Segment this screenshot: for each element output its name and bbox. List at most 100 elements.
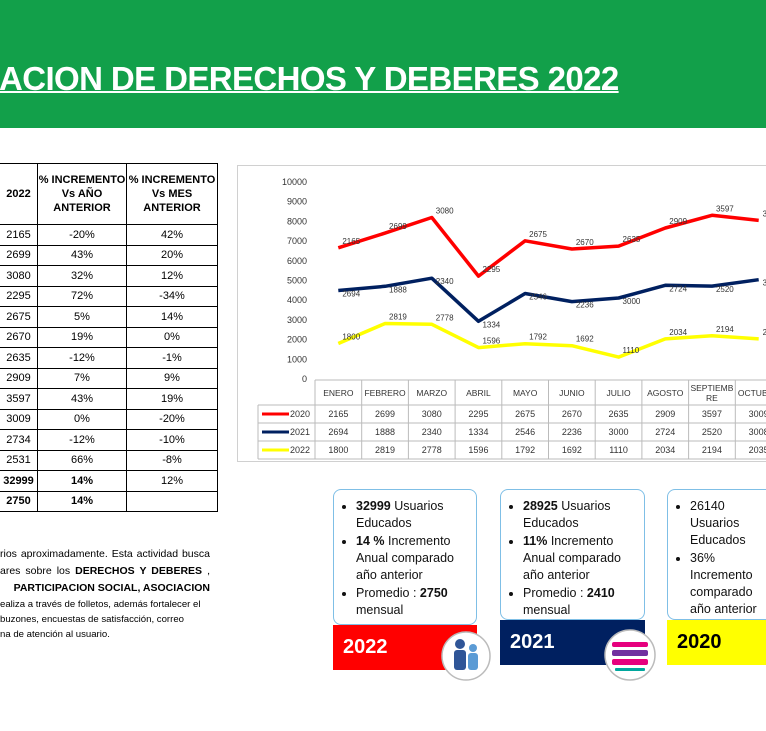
table-value: 2670: [562, 409, 582, 419]
table-cell: 2670: [0, 326, 38, 348]
category-cell: JUNIO: [559, 387, 585, 398]
table-cell: 19%: [37, 326, 127, 348]
table-cell: 2750: [0, 490, 38, 512]
header-banner: ACION DE DERECHOS Y DEBERES 2022: [0, 0, 766, 128]
table-value: 1110: [609, 445, 628, 455]
y-tick-label: 6000: [287, 256, 307, 266]
table-row: 2295 72% -34%: [0, 285, 218, 307]
card-item: 32999 Usuarios Educados: [356, 498, 472, 532]
table-value: 2340: [422, 427, 442, 437]
series-line: [337, 213, 759, 278]
table-value: 2194: [702, 445, 722, 455]
slide-title: ACION DE DERECHOS Y DEBERES 2022: [0, 60, 619, 97]
table-cell: 2699: [0, 244, 38, 266]
table-value: 1334: [468, 427, 488, 437]
x-tick-label: JUNIO: [559, 387, 585, 398]
card-item: Promedio : 2750 mensual: [356, 585, 472, 619]
table-cell-empty: [126, 490, 218, 512]
table-cell: 14%: [126, 306, 218, 328]
table-cell: 19%: [126, 388, 218, 410]
data-label: 2340: [436, 277, 454, 286]
table-value: 2165: [328, 409, 348, 419]
table-value: 2034: [655, 445, 675, 455]
table-cell: 2165: [0, 224, 38, 246]
data-label: 2520: [716, 285, 734, 294]
data-label: 2165: [342, 237, 360, 246]
card-item: 26140 Usuarios Educados: [690, 498, 766, 549]
table-cell: 12%: [126, 265, 218, 287]
table-row: 2699 43% 20%: [0, 244, 218, 266]
table-cell: 66%: [37, 449, 127, 471]
table-cell: 7%: [37, 367, 127, 389]
category-cell: JULIO: [606, 388, 630, 398]
table-cell: 0%: [37, 408, 127, 430]
table-row: 2635 -12% -1%: [0, 347, 218, 369]
data-label: 3597: [716, 204, 734, 213]
table-value: 2694: [328, 427, 348, 437]
table-value: 2520: [702, 427, 722, 437]
card-text: Usuarios Educados: [356, 499, 444, 530]
table-value: 2909: [655, 409, 675, 419]
category-cell: ABRIL: [466, 388, 491, 398]
x-tick-label: MARZO: [416, 387, 448, 398]
table-cell: 2909: [0, 367, 38, 389]
table-cell: -12%: [37, 347, 127, 369]
table-cell: -12%: [37, 429, 127, 451]
table-cell: 43%: [37, 388, 127, 410]
table-cell: 5%: [37, 306, 127, 328]
card-text: 2410: [586, 586, 615, 600]
stats-table: 2022% INCREMENTO Vs AÑO ANTERIOR% INCREM…: [0, 163, 218, 512]
note-text: rios aproximadamente. Esta actividad bus…: [0, 548, 210, 560]
card-item: 36% Incremento comparado año anterior: [690, 550, 766, 618]
card-text: 26140 Usuarios Educados: [690, 499, 746, 547]
table-value: 2635: [609, 409, 629, 419]
y-tick-label: 9000: [287, 197, 307, 207]
table-cell: 2635: [0, 347, 38, 369]
table-cell: 3597: [0, 388, 38, 410]
table-row: 3009 0% -20%: [0, 408, 218, 430]
summary-card: 32999 Usuarios Educados14 % Incremento A…: [333, 489, 477, 625]
x-tick-label: FEBRERO: [364, 387, 406, 398]
table-cell: 3009: [0, 408, 38, 430]
note-line: ealiza a través de folletos, además fort…: [0, 599, 210, 614]
data-label: 3008: [763, 279, 766, 288]
table-row: 2750 14%: [0, 490, 218, 512]
table-cell: 42%: [126, 224, 218, 246]
note-line: ares sobre los DERECHOS Y DEBERES ,: [0, 565, 210, 582]
y-tick-label: 3000: [287, 315, 307, 325]
x-tick-label: ENERO: [323, 387, 354, 398]
data-label: 2778: [436, 313, 454, 322]
table-cell: 72%: [37, 285, 127, 307]
table-cell: 14%: [37, 490, 127, 512]
table-cell: 32999: [0, 470, 38, 492]
card-text: Promedio :: [523, 586, 587, 600]
data-label: 1800: [342, 333, 360, 342]
data-label: 1110: [623, 346, 640, 355]
data-label: 2694: [342, 289, 360, 298]
card-text: 28925: [523, 499, 558, 513]
data-label: 2819: [389, 312, 407, 321]
note-text: ,: [202, 565, 210, 577]
note-text: rios aproximadamente. Esta actividad bus…: [0, 548, 210, 644]
data-label: 2546: [529, 293, 547, 302]
table-value: 1888: [375, 427, 395, 437]
table-header-row: 2022% INCREMENTO Vs AÑO ANTERIOR% INCREM…: [0, 163, 218, 225]
table-cell: 2675: [0, 306, 38, 328]
note-text: na de atención al usuario.: [0, 629, 110, 640]
data-label: 1334: [482, 320, 500, 329]
table-value: 1596: [468, 445, 488, 455]
x-tick-label: OCTUBRE: [737, 387, 766, 398]
y-tick-label: 2000: [287, 335, 307, 345]
table-row: 2734 -12% -10%: [0, 429, 218, 451]
table-cell: 9%: [126, 367, 218, 389]
card-text: 32999: [356, 499, 391, 513]
card-text: 11%: [523, 534, 548, 548]
table-cell: 2734: [0, 429, 38, 451]
table-cell: -34%: [126, 285, 218, 307]
table-row: 2675 5% 14%: [0, 306, 218, 328]
card-text: Incremento Anual comparado año anterior: [356, 534, 454, 582]
card-text: mensual: [523, 603, 571, 617]
table-body: 2165 -20% 42% 2699 43% 20% 3080 32% 12% 2295 72% -3…: [0, 224, 218, 512]
table-cell: -1%: [126, 347, 218, 369]
